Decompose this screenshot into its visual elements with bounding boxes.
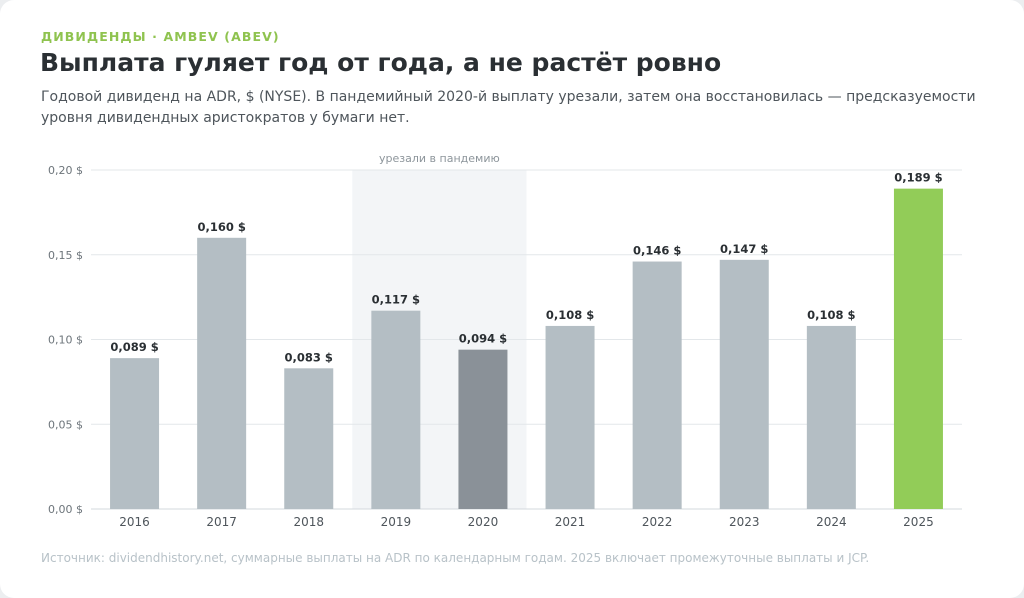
kicker: ДИВИДЕНДЫ · AMBEV (ABEV) bbox=[41, 29, 280, 44]
bar-2025 bbox=[893, 188, 943, 509]
x-tick-label-2025: 2025 bbox=[903, 515, 934, 529]
bar-2023 bbox=[719, 259, 769, 509]
bar-2020 bbox=[458, 349, 508, 509]
value-label-2023: 0,147 $ bbox=[720, 242, 768, 256]
x-tick-label-2019: 2019 bbox=[381, 515, 412, 529]
chart-title: Выплата гуляет год от года, а не растёт … bbox=[40, 48, 722, 77]
bar-2018 bbox=[284, 368, 334, 509]
value-label-2019: 0,117 $ bbox=[372, 293, 420, 307]
x-tick-label-2017: 2017 bbox=[206, 515, 237, 529]
bar-2017 bbox=[197, 237, 247, 510]
y-tick-label: 0,00 $ bbox=[48, 503, 83, 516]
bar-2021 bbox=[545, 325, 595, 509]
x-tick-label-2024: 2024 bbox=[816, 515, 847, 529]
bar-2016 bbox=[110, 358, 160, 509]
value-label-2020: 0,094 $ bbox=[459, 332, 507, 346]
y-tick-label: 0,15 $ bbox=[48, 249, 83, 262]
y-tick-label: 0,10 $ bbox=[48, 334, 83, 347]
x-tick-label-2022: 2022 bbox=[642, 515, 673, 529]
x-tick-label-2023: 2023 bbox=[729, 515, 760, 529]
source-note: Источник: dividendhistory.net, суммарные… bbox=[41, 551, 870, 565]
value-label-2025: 0,189 $ bbox=[894, 171, 942, 185]
chart-subtitle: Годовой дивиденд на ADR, $ (NYSE). В пан… bbox=[41, 89, 976, 126]
x-tick-label-2018: 2018 bbox=[293, 515, 324, 529]
bar-2019 bbox=[371, 310, 421, 509]
x-tick-label-2021: 2021 bbox=[555, 515, 586, 529]
y-tick-label: 0,20 $ bbox=[48, 164, 83, 177]
x-tick-label-2020: 2020 bbox=[468, 515, 499, 529]
value-label-2018: 0,083 $ bbox=[285, 350, 333, 364]
value-label-2021: 0,108 $ bbox=[546, 308, 594, 322]
bar-2022 bbox=[632, 261, 682, 509]
value-label-2024: 0,108 $ bbox=[807, 308, 855, 322]
y-tick-label: 0,05 $ bbox=[48, 418, 83, 431]
bar-2024 bbox=[806, 325, 856, 509]
x-tick-label-2016: 2016 bbox=[119, 515, 150, 529]
value-label-2022: 0,146 $ bbox=[633, 244, 681, 258]
value-label-2016: 0,089 $ bbox=[110, 340, 158, 354]
band-annotation: урезали в пандемию bbox=[379, 152, 500, 165]
value-label-2017: 0,160 $ bbox=[197, 220, 245, 234]
